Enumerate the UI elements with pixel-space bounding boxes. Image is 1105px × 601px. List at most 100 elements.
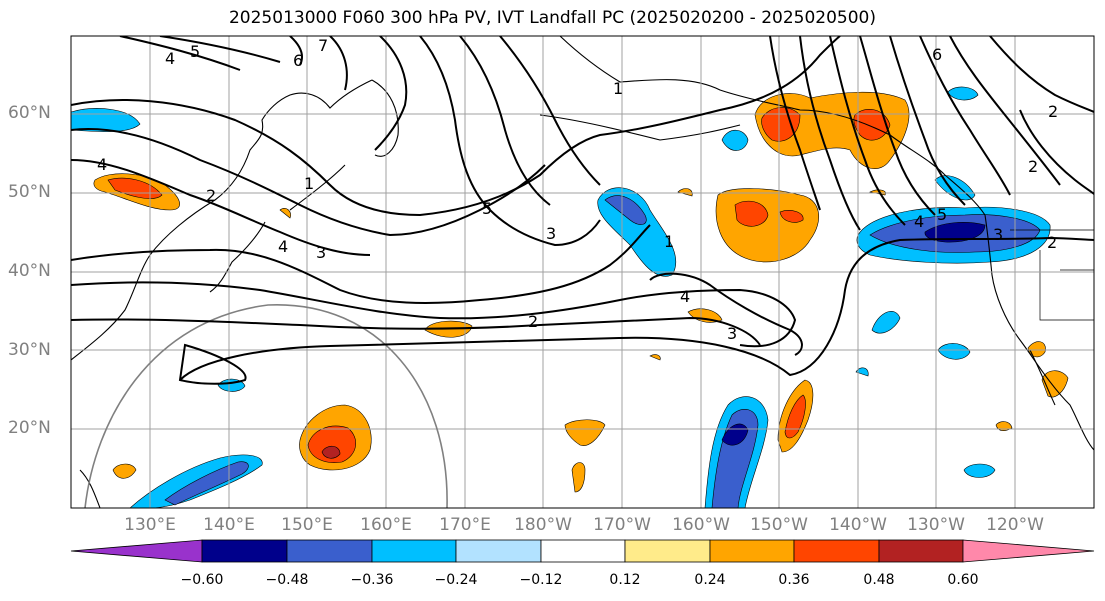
colorbar-tick-label: −0.24 bbox=[434, 572, 478, 588]
pv-label: 2 bbox=[206, 186, 216, 205]
pv-label: 7 bbox=[318, 36, 328, 55]
lon-label: 140°E bbox=[203, 515, 255, 535]
colorbar-tick-label: 0.48 bbox=[863, 572, 895, 588]
coastline-kuril bbox=[289, 164, 346, 211]
coastline-kamchatka bbox=[371, 79, 399, 157]
coastline-baja bbox=[1029, 349, 1056, 406]
colorbar-tick-label: 0.60 bbox=[947, 572, 979, 588]
colorbar-segment-3 bbox=[371, 539, 457, 563]
pos-anomaly-small-10 bbox=[649, 354, 661, 361]
us-border-2 bbox=[1039, 250, 1094, 321]
map-title: 2025013000 F060 300 hPa PV, IVT Landfall… bbox=[228, 8, 876, 28]
colorbar-segment-2 bbox=[286, 539, 373, 563]
pos-anomaly-goa-inner2 bbox=[853, 108, 891, 141]
pv-label: 5 bbox=[482, 199, 492, 218]
lat-label: 60°N bbox=[8, 103, 51, 123]
colorbar-segment-9 bbox=[878, 539, 964, 563]
neg-anomaly-small-2 bbox=[871, 311, 901, 334]
colorbar-segment-4 bbox=[455, 539, 542, 563]
lon-label: 140°W bbox=[829, 515, 887, 535]
lon-label: 180°W bbox=[514, 515, 572, 535]
colorbar-segment-7 bbox=[709, 539, 795, 563]
neg-anomaly-small-5 bbox=[963, 463, 996, 478]
lat-label: 40°N bbox=[8, 261, 51, 281]
pv-label: 3 bbox=[993, 225, 1003, 244]
pv-label: 4 bbox=[165, 49, 175, 68]
pv-label: 4 bbox=[97, 155, 107, 174]
pos-anomaly-small-12 bbox=[869, 189, 886, 196]
lon-label: 130°E bbox=[124, 515, 176, 535]
neg-anomaly-bc bbox=[947, 86, 979, 101]
pv-label: 5 bbox=[190, 42, 200, 61]
colorbar-segment-6 bbox=[624, 539, 711, 563]
coastline-taiwan-ph bbox=[79, 469, 101, 508]
pv-label: 2 bbox=[1047, 233, 1057, 252]
map-frame bbox=[70, 35, 1095, 509]
pv-contours bbox=[71, 36, 1094, 385]
colorbar-tick-label: 0.36 bbox=[778, 572, 810, 588]
neg-anomaly-goa bbox=[721, 129, 749, 151]
colorbar-segment-5 bbox=[540, 539, 626, 563]
pv-label: 1 bbox=[304, 174, 314, 193]
pos-anomaly-ste-inner bbox=[784, 394, 806, 439]
lon-label: 170°E bbox=[439, 515, 491, 535]
pv-label: 4 bbox=[914, 212, 924, 231]
coastline-aleutians bbox=[539, 114, 741, 141]
pos-anomaly-small-4 bbox=[571, 462, 586, 493]
pos-anomaly-goa-inner bbox=[761, 107, 801, 142]
pv-contour-labels: 4 5 7 6 4 2 1 4 3 5 3 1 2 4 3 6 2 4 5 3 … bbox=[97, 36, 1058, 343]
lon-label: 150°E bbox=[281, 515, 333, 535]
lon-label: 120°W bbox=[986, 515, 1044, 535]
pv-label: 6 bbox=[932, 45, 942, 64]
ivt-positive-anomalies bbox=[93, 91, 1069, 493]
pos-anomaly-cnp-inner bbox=[734, 200, 769, 227]
pos-anomaly-small-9 bbox=[112, 463, 137, 479]
lon-label: 150°W bbox=[750, 515, 808, 535]
colorbar-segment-0 bbox=[70, 539, 203, 563]
pv-label: 2 bbox=[1028, 157, 1038, 176]
pv-label: 1 bbox=[613, 79, 623, 98]
pv-label: 3 bbox=[316, 243, 326, 262]
pv-label: 3 bbox=[727, 324, 737, 343]
pos-anomaly-stw-core bbox=[321, 445, 341, 459]
coastlines bbox=[71, 36, 1094, 508]
neg-anomaly-small-4 bbox=[855, 367, 869, 377]
lat-label: 30°N bbox=[8, 340, 51, 360]
lon-label: 160°E bbox=[360, 515, 412, 535]
map-panel: 4 5 7 6 4 2 1 4 3 5 3 1 2 4 3 6 2 4 5 3 … bbox=[71, 36, 1094, 508]
colorbar-segment-8 bbox=[793, 539, 880, 563]
colorbar-tick-label: −0.60 bbox=[180, 572, 224, 588]
pv-label: 5 bbox=[937, 205, 947, 224]
coastline-asia bbox=[71, 79, 373, 361]
neg-anomaly-small-3 bbox=[937, 343, 971, 360]
range-circle bbox=[84, 304, 448, 508]
lat-label: 50°N bbox=[8, 182, 51, 202]
colorbar-tick-label: −0.12 bbox=[519, 572, 563, 588]
lat-label: 20°N bbox=[8, 418, 51, 438]
coastline-westcoast bbox=[984, 214, 1094, 451]
gridlines bbox=[71, 36, 1094, 508]
lon-label: 130°W bbox=[907, 515, 965, 535]
colorbar-tick-label: 0.24 bbox=[694, 572, 726, 588]
colorbar-segment-1 bbox=[201, 539, 288, 563]
colorbar-tick-label: −0.48 bbox=[265, 572, 309, 588]
colorbar-tick-label: 0.12 bbox=[609, 572, 641, 588]
neg-anomaly-central-inner bbox=[604, 195, 647, 225]
pos-anomaly-small-5 bbox=[1027, 341, 1046, 358]
colorbar-tick-label: −0.36 bbox=[350, 572, 394, 588]
lon-label: 160°W bbox=[672, 515, 730, 535]
colorbar bbox=[70, 539, 1095, 563]
pv-label: 6 bbox=[293, 51, 303, 70]
pv-label: 1 bbox=[664, 232, 674, 251]
pv-label: 4 bbox=[680, 287, 690, 306]
colorbar-segment-10 bbox=[962, 539, 1095, 563]
pv-label: 2 bbox=[1048, 102, 1058, 121]
lon-label: 170°W bbox=[593, 515, 651, 535]
pv-label: 4 bbox=[278, 237, 288, 256]
pv-label: 3 bbox=[546, 224, 556, 243]
coastline-alaska bbox=[559, 36, 986, 216]
pos-anomaly-small-8 bbox=[279, 208, 291, 219]
pos-anomaly-cnp-inner2 bbox=[779, 210, 804, 223]
pos-anomaly-small-3 bbox=[564, 419, 606, 446]
